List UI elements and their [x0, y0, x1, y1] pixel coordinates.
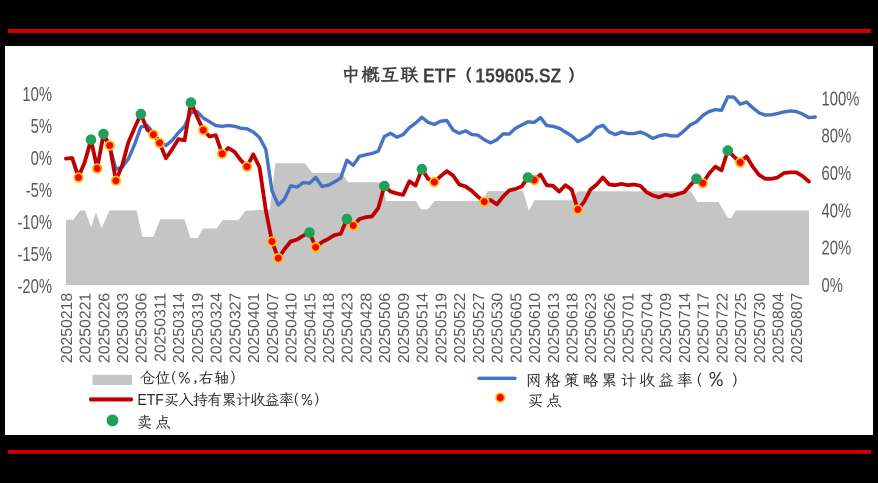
svg-text:0%: 0%	[31, 147, 52, 170]
svg-text:20250319: 20250319	[190, 293, 207, 363]
svg-text:-15%: -15%	[17, 243, 52, 266]
svg-text:20%: 20%	[822, 237, 852, 260]
svg-text:20250709: 20250709	[658, 293, 675, 363]
svg-text:20250527: 20250527	[471, 293, 488, 363]
svg-text:80%: 80%	[822, 125, 852, 148]
svg-text:20250514: 20250514	[415, 293, 432, 363]
svg-text:20250605: 20250605	[508, 293, 525, 363]
svg-text:20250725: 20250725	[733, 293, 750, 363]
svg-text:60%: 60%	[822, 162, 852, 185]
svg-text:20250218: 20250218	[59, 293, 76, 363]
svg-text:20250626: 20250626	[602, 293, 619, 363]
svg-text:10%: 10%	[22, 83, 52, 106]
svg-text:159605.SZ: 159605.SZ	[475, 65, 561, 87]
svg-text:20250519: 20250519	[433, 293, 450, 363]
svg-text:-20%: -20%	[17, 275, 52, 298]
svg-text:20250618: 20250618	[565, 293, 582, 363]
svg-text:20250311: 20250311	[152, 293, 169, 362]
svg-text:20250804: 20250804	[771, 293, 788, 363]
svg-text:20250401: 20250401	[246, 293, 263, 363]
svg-text:0%: 0%	[822, 274, 843, 297]
svg-text:20250407: 20250407	[265, 293, 282, 363]
svg-text:-5%: -5%	[26, 179, 52, 202]
svg-text:20250410: 20250410	[284, 293, 301, 363]
svg-text:20250613: 20250613	[546, 293, 563, 363]
svg-text:20250610: 20250610	[527, 293, 544, 363]
svg-text:20250306: 20250306	[134, 293, 151, 363]
svg-text:20250623: 20250623	[583, 293, 600, 363]
svg-text:20250428: 20250428	[359, 293, 376, 363]
svg-text:ETF: ETF	[423, 65, 456, 87]
svg-text:20250303: 20250303	[115, 293, 132, 363]
svg-text:20250415: 20250415	[302, 293, 319, 363]
svg-text:20250509: 20250509	[396, 293, 413, 363]
svg-text:20250704: 20250704	[639, 293, 656, 363]
svg-text:20250423: 20250423	[340, 293, 357, 363]
svg-text:20250717: 20250717	[696, 293, 713, 363]
svg-text:20250506: 20250506	[377, 293, 394, 363]
svg-text:ETF: ETF	[137, 392, 164, 409]
svg-text:100%: 100%	[822, 87, 860, 110]
svg-text:20250418: 20250418	[321, 293, 338, 363]
svg-text:-10%: -10%	[17, 211, 52, 234]
svg-text:20250807: 20250807	[789, 293, 806, 363]
svg-text:20250314: 20250314	[171, 293, 188, 363]
svg-text:40%: 40%	[822, 199, 852, 222]
svg-text:20250522: 20250522	[452, 293, 469, 363]
svg-text:5%: 5%	[31, 115, 52, 138]
svg-text:20250327: 20250327	[227, 293, 244, 363]
svg-text:20250324: 20250324	[209, 293, 226, 363]
svg-text:20250701: 20250701	[621, 293, 638, 363]
svg-text:20250730: 20250730	[752, 293, 769, 363]
svg-text:20250530: 20250530	[490, 293, 507, 363]
svg-text:20250221: 20250221	[78, 293, 95, 363]
svg-text:20250714: 20250714	[677, 293, 694, 363]
svg-text:20250226: 20250226	[96, 293, 113, 363]
svg-text:20250722: 20250722	[714, 293, 731, 363]
